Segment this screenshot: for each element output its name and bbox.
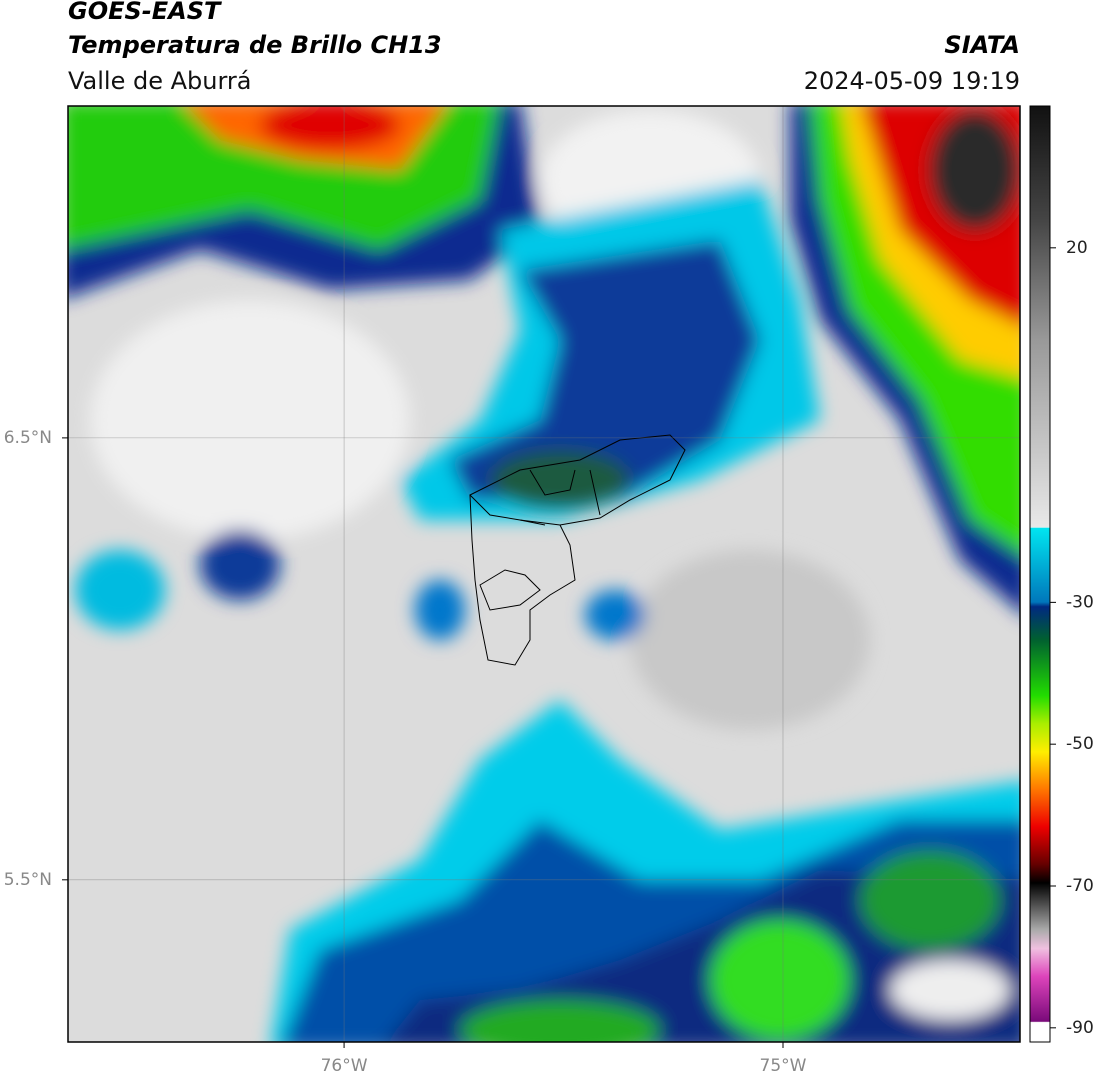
map-frame: [67, 105, 1021, 1043]
product: Temperatura de Brillo CH13: [68, 31, 442, 59]
y-tick-label: 6.5°N: [4, 428, 52, 448]
x-tick-label: 76°W: [321, 1056, 368, 1076]
colorbar-tick-label: -50: [1066, 734, 1094, 754]
timestamp: 2024-05-09 19:19: [804, 67, 1020, 95]
source: SIATA: [944, 31, 1020, 59]
grid: [68, 106, 1020, 1042]
colorbar: [1029, 105, 1051, 1043]
region: Valle de Aburrá: [68, 67, 252, 95]
colorbar-tick-label: -90: [1066, 1018, 1094, 1038]
colorbar-tick-label: 20: [1066, 238, 1088, 258]
x-tick-label: 75°W: [760, 1056, 807, 1076]
satellite: GOES-EAST: [68, 0, 222, 25]
colorbar-tick-label: -70: [1066, 876, 1094, 896]
y-tick-label: 5.5°N: [4, 870, 52, 890]
satellite-image: [68, 106, 1020, 1042]
valle-outline: [469, 434, 686, 666]
colorbar-tick-label: -30: [1066, 592, 1094, 612]
